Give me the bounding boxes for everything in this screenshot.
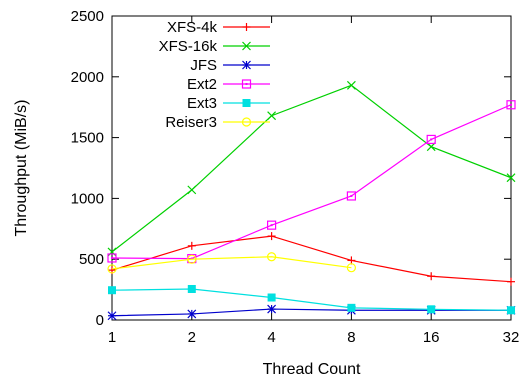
- x-axis-label: Thread Count: [263, 361, 361, 378]
- data-point: [346, 191, 356, 201]
- legend-item: Reiser3: [165, 114, 270, 131]
- y-axis-label: Throughput (MiB/s): [13, 100, 30, 237]
- series-line: [111, 84, 512, 253]
- legend-label: Ext2: [187, 76, 217, 93]
- data-point: [187, 309, 197, 319]
- series-jfs: [107, 304, 516, 321]
- data-point: [427, 305, 436, 314]
- legend-label: XFS-4k: [167, 19, 218, 36]
- legend-label: JFS: [190, 57, 217, 74]
- data-point: [107, 264, 117, 274]
- data-point: [506, 100, 516, 110]
- legend-item: JFS: [190, 57, 270, 74]
- legend-item: Ext2: [187, 76, 270, 93]
- axes: 0 500 1000 1500 2000 2500 1 2 4 8 16 32: [71, 8, 520, 346]
- series-line: [111, 288, 512, 311]
- data-point: [241, 117, 252, 127]
- x-tick-label: 2: [188, 329, 196, 346]
- legend-label: XFS-16k: [159, 38, 218, 55]
- data-point: [267, 252, 277, 262]
- series-layer: [107, 80, 516, 321]
- data-point: [506, 173, 516, 183]
- legend: XFS-4k XFS-16k JFS Ext2 Ext3 Reiser3: [159, 19, 270, 131]
- series-line: [111, 235, 512, 283]
- x-tick-label: 4: [267, 329, 275, 346]
- y-tick-label: 500: [79, 251, 104, 268]
- legend-label: Reiser3: [165, 114, 217, 131]
- data-point: [107, 311, 117, 321]
- data-point: [107, 253, 117, 263]
- data-point: [267, 304, 277, 314]
- legend-item: Ext3: [187, 95, 270, 112]
- data-point: [267, 232, 276, 241]
- data-point: [426, 142, 436, 152]
- data-point: [507, 306, 515, 315]
- data-point: [242, 99, 251, 107]
- data-point: [346, 80, 356, 90]
- data-point: [347, 303, 356, 312]
- data-point: [267, 220, 277, 230]
- series-line: [111, 104, 512, 260]
- data-point: [426, 134, 436, 145]
- legend-item: XFS-4k: [167, 19, 270, 36]
- data-point: [346, 263, 356, 273]
- data-point: [267, 111, 277, 121]
- y-tick-label: 1000: [71, 190, 104, 207]
- data-point: [187, 185, 197, 195]
- series-xfs-4k: [108, 232, 515, 286]
- data-point: [241, 79, 252, 89]
- y-tick-label: 2500: [71, 8, 104, 25]
- series-xfs-16k: [107, 80, 516, 257]
- y-tick-label: 1500: [71, 130, 104, 147]
- data-point: [187, 254, 197, 264]
- data-point: [242, 41, 251, 51]
- data-point: [267, 293, 276, 302]
- y-tick-label: 2000: [71, 69, 104, 86]
- data-point: [187, 284, 196, 293]
- series-line: [111, 256, 352, 270]
- data-point: [427, 272, 436, 281]
- series-ext2: [107, 100, 516, 264]
- plot-frame: [111, 15, 512, 321]
- y-tick-label: 0: [96, 312, 104, 329]
- data-point: [242, 23, 251, 31]
- data-point: [187, 241, 196, 250]
- x-tick-label: 8: [347, 329, 355, 346]
- x-tick-label: 16: [423, 329, 440, 346]
- x-tick-label: 1: [108, 329, 116, 346]
- data-point: [507, 277, 515, 286]
- data-point: [347, 256, 356, 265]
- series-line: [111, 308, 511, 317]
- series-reiser3: [107, 252, 356, 274]
- legend-item: XFS-16k: [159, 38, 270, 55]
- series-ext3: [108, 284, 515, 315]
- legend-label: Ext3: [187, 95, 217, 112]
- data-point: [242, 60, 251, 70]
- x-tick-label: 32: [503, 329, 520, 346]
- data-point: [108, 286, 116, 295]
